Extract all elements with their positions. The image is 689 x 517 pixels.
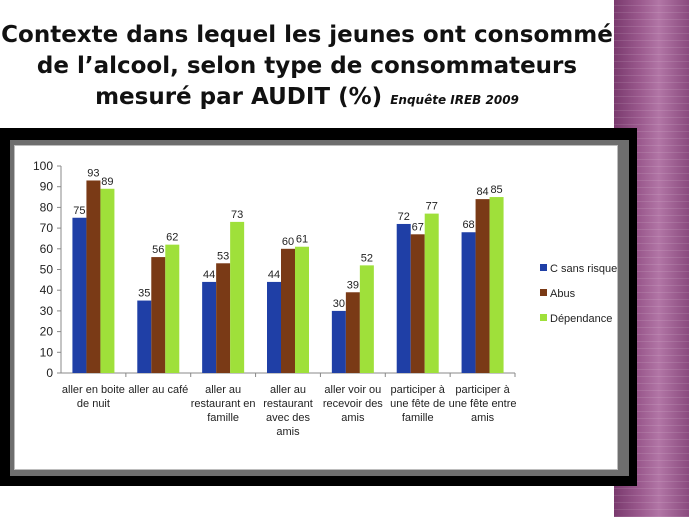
x-tick-label: participer à (391, 384, 446, 396)
bar (230, 221, 245, 373)
bar (165, 244, 180, 373)
bar (424, 213, 439, 373)
bar (461, 232, 476, 373)
data-label: 67 (412, 221, 424, 233)
x-tick-label: aller au café (128, 384, 188, 396)
data-label: 60 (282, 236, 294, 248)
bar (281, 248, 295, 373)
data-label: 73 (231, 209, 243, 221)
x-tick-label: restaurant (263, 398, 313, 410)
x-tick-label: aller au (205, 384, 241, 396)
y-tick-label: 60 (40, 242, 54, 256)
title-subtitle: Enquête IREB 2009 (390, 93, 519, 107)
data-label: 56 (152, 244, 164, 256)
x-tick-label: amis (341, 412, 365, 424)
data-label: 61 (296, 234, 308, 246)
bar (137, 300, 152, 373)
legend-label: Dépendance (550, 313, 612, 325)
y-tick-label: 80 (40, 200, 54, 214)
bar (410, 234, 425, 373)
x-tick-label: de nuit (77, 398, 110, 410)
bar (295, 246, 309, 373)
bar (489, 197, 504, 373)
title-line-2: de l’alcool, selon type de consommateurs (36, 53, 578, 79)
bar (151, 257, 166, 373)
title-line-3: mesuré par AUDIT (%) Enquête IREB 2009 (0, 82, 614, 116)
data-label: 30 (333, 298, 345, 310)
data-label: 53 (217, 250, 229, 262)
x-tick-label: aller voir ou (324, 384, 381, 396)
bar (475, 199, 490, 373)
legend-swatch (540, 289, 547, 296)
x-tick-label: aller en boite (62, 384, 125, 396)
x-tick-label: participer à (455, 384, 510, 396)
y-tick-label: 10 (40, 345, 54, 359)
chart-panel: 0 10 20 30 40 50 60 70 80 90 100 75 93 89 aller en boi… (14, 145, 618, 470)
x-tick-label: avec des (266, 412, 311, 424)
x-tick-label: aller au (270, 384, 306, 396)
y-tick-label: 0 (46, 366, 53, 380)
bar (359, 265, 374, 373)
bar (331, 310, 346, 373)
x-tick-label: restaurant en (191, 398, 256, 410)
y-tick-label: 70 (40, 221, 54, 235)
legend-label: C sans risque (550, 263, 617, 275)
data-label: 89 (101, 176, 113, 188)
title-line-1: Contexte dans lequel les jeunes ont cons… (1, 22, 613, 48)
y-tick-label: 50 (40, 263, 54, 277)
title-line-3-text: mesuré par AUDIT (%) (95, 84, 383, 110)
legend-label: Abus (550, 288, 576, 300)
data-label: 44 (203, 269, 215, 281)
data-label: 35 (138, 288, 150, 300)
bar (72, 217, 87, 373)
bar (216, 263, 231, 373)
bar (267, 281, 281, 373)
x-tick-label: une fête entre (449, 398, 517, 410)
bar (86, 180, 101, 373)
x-tick-label: recevoir des (323, 398, 383, 410)
bar (345, 292, 360, 373)
y-tick-label: 90 (40, 180, 54, 194)
data-label: 68 (462, 219, 474, 231)
x-tick-label: famille (402, 412, 434, 424)
data-label: 39 (347, 279, 359, 291)
data-label: 62 (166, 232, 178, 244)
data-label: 75 (73, 205, 85, 217)
x-tick-label: amis (471, 412, 495, 424)
y-tick-label: 20 (40, 325, 54, 339)
slide-title: Contexte dans lequel les jeunes ont cons… (0, 20, 614, 116)
data-label: 44 (268, 269, 280, 281)
legend-swatch (540, 264, 547, 271)
legend-swatch (540, 314, 547, 321)
bar (202, 281, 217, 373)
data-label: 77 (426, 201, 438, 213)
x-tick-label: amis (276, 426, 300, 438)
data-label: 85 (490, 184, 502, 196)
data-label: 84 (476, 186, 488, 198)
bar (100, 188, 115, 373)
data-label: 52 (361, 252, 373, 264)
y-tick-label: 100 (33, 159, 53, 173)
x-tick-label: une fête de (390, 398, 445, 410)
data-label: 93 (87, 167, 99, 179)
x-tick-label: famille (207, 412, 239, 424)
y-tick-label: 40 (40, 283, 54, 297)
y-tick-label: 30 (40, 304, 54, 318)
data-label: 72 (398, 211, 410, 223)
bar (396, 223, 411, 373)
